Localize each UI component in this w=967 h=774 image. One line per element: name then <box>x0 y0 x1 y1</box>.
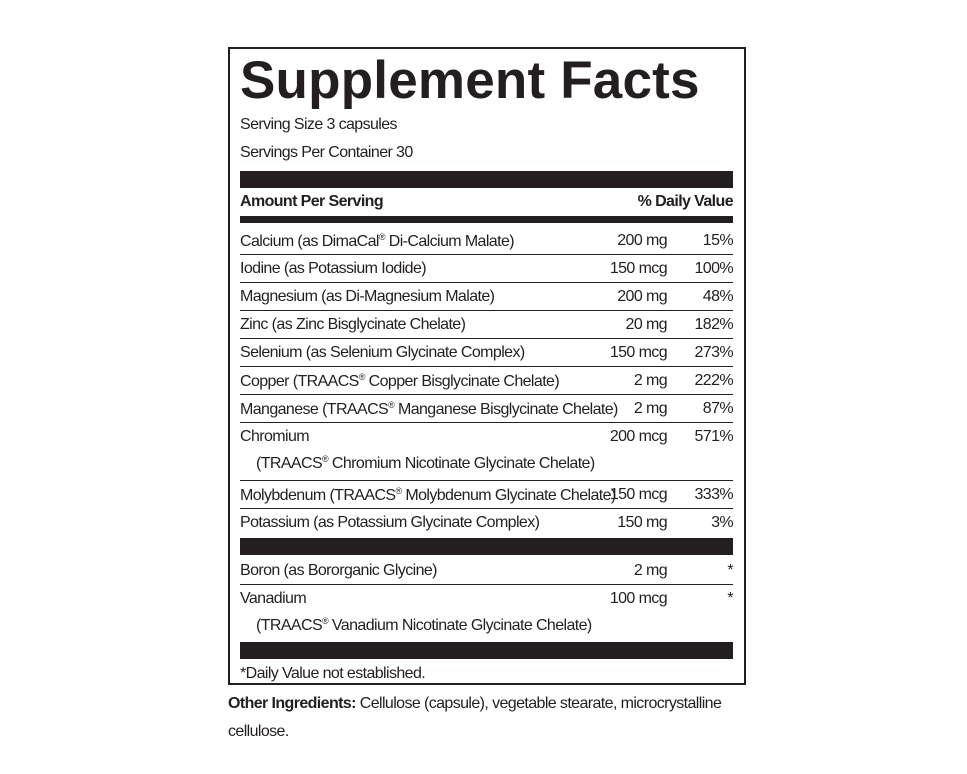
nutrient-daily-value: * <box>727 590 733 607</box>
table-header: Amount Per Serving % Daily Value <box>240 188 734 216</box>
other-ingredients-text: Cellulose (capsule), vegetable stearate,… <box>228 695 722 740</box>
nutrient-name: Manganese (TRAACS® Manganese Bisglycinat… <box>240 400 618 418</box>
nutrient-row: Calcium (as DimaCal® Di-Calcium Malate) 2… <box>240 227 734 255</box>
other-ingredients-label: Other Ingredients: <box>228 695 356 712</box>
nutrient-row: Boron (as Bororganic Glycine) 2 mg * <box>240 557 734 585</box>
nutrient-amount: 200 mg <box>617 288 667 305</box>
nutrient-amount: 150 mcg <box>609 344 668 361</box>
nutrient-name: Chromium <box>240 428 310 445</box>
nutrient-amount: 150 mcg <box>609 260 668 277</box>
amount-header: Amount Per Serving <box>240 193 384 210</box>
nutrient-amount: 150 mcg <box>609 486 668 503</box>
nutrient-row: Copper (TRAACS® Copper Bisglycinate Chel… <box>240 367 734 395</box>
nutrient-name: Iodine (as Potassium Iodide) <box>240 260 427 277</box>
nutrient-row: Iodine (as Potassium Iodide) 150 mcg 100% <box>240 255 734 283</box>
supplement-facts-panel: Supplement Facts Serving Size 3 capsules… <box>228 47 746 685</box>
nutrient-source: (TRAACS® Chromium Nicotinate Glycinate C… <box>256 454 595 472</box>
nutrient-row: Magnesium (as Di-Magnesium Malate) 200 mg… <box>240 283 734 311</box>
nutrient-name: Magnesium (as Di-Magnesium Malate) <box>240 288 495 305</box>
divider-bar <box>240 216 733 223</box>
nutrient-name: Selenium (as Selenium Glycinate Complex) <box>240 344 525 361</box>
footnote: *Daily Value not established. <box>240 665 426 682</box>
nutrient-name: Vanadium <box>240 590 307 607</box>
servings-per-container: Servings Per Container 30 <box>240 144 413 161</box>
nutrient-name: Calcium (as DimaCal® Di-Calcium Malate) <box>240 232 515 250</box>
nutrient-daily-value: 15% <box>702 232 734 249</box>
nutrient-row: Selenium (as Selenium Glycinate Complex)… <box>240 339 734 367</box>
nutrient-row: Zinc (as Zinc Bisglycinate Chelate) 20 mg… <box>240 311 734 339</box>
nutrient-daily-value: 48% <box>702 288 734 305</box>
nutrient-daily-value: 3% <box>711 514 734 531</box>
dv-header: % Daily Value <box>637 193 734 210</box>
nutrient-daily-value: 87% <box>702 400 734 417</box>
divider-bar <box>240 171 733 188</box>
nutrient-name: Molybdenum (TRAACS® Molybdenum Glycinate… <box>240 486 616 504</box>
serving-size: Serving Size 3 capsules <box>240 116 398 133</box>
nutrient-daily-value: 100% <box>694 260 733 277</box>
nutrient-amount: 20 mg <box>625 316 668 333</box>
nutrient-name: Copper (TRAACS® Copper Bisglycinate Chel… <box>240 372 560 390</box>
nutrient-row: Potassium (as Potassium Glycinate Comple… <box>240 509 734 536</box>
nutrient-name: Zinc (as Zinc Bisglycinate Chelate) <box>240 316 466 333</box>
nutrient-row: Manganese (TRAACS® Manganese Bisglycinat… <box>240 395 734 423</box>
nutrient-amount: 150 mg <box>617 514 667 531</box>
nutrient-daily-value: 333% <box>694 486 733 503</box>
nutrient-daily-value: 571% <box>694 428 733 445</box>
nutrient-daily-value: 182% <box>694 316 733 333</box>
nutrient-daily-value: * <box>727 562 733 579</box>
nutrient-amount: 200 mcg <box>609 428 668 445</box>
nutrient-amount: 2 mg <box>633 400 668 417</box>
nutrient-row: Vanadium (TRAACS® Vanadium Nicotinate Gly… <box>240 585 734 642</box>
nutrient-list: Calcium (as DimaCal® Di-Calcium Malate) 2… <box>240 227 734 536</box>
nutrient-row: Chromium (TRAACS® Chromium Nicotinate Gly… <box>240 423 734 481</box>
nutrient-source: (TRAACS® Vanadium Nicotinate Glycinate C… <box>256 616 592 634</box>
nutrient-daily-value: 222% <box>694 372 733 389</box>
nutrient-amount: 2 mg <box>633 372 668 389</box>
divider-bar <box>240 642 733 659</box>
other-ingredients: Other Ingredients: Cellulose (capsule), … <box>228 690 738 746</box>
nutrient-amount: 2 mg <box>633 562 668 579</box>
nutrient-row: Molybdenum (TRAACS® Molybdenum Glycinate… <box>240 481 734 509</box>
panel-title: Supplement Facts <box>240 51 700 110</box>
nutrient-name: Potassium (as Potassium Glycinate Comple… <box>240 514 540 531</box>
nutrient-daily-value: 273% <box>694 344 733 361</box>
nutrient-amount: 200 mg <box>617 232 667 249</box>
nutrient-name: Boron (as Bororganic Glycine) <box>240 562 438 579</box>
nutrient-amount: 100 mcg <box>609 590 668 607</box>
other-nutrient-list: Boron (as Bororganic Glycine) 2 mg * Vanadi… <box>240 557 734 642</box>
divider-bar <box>240 538 733 555</box>
